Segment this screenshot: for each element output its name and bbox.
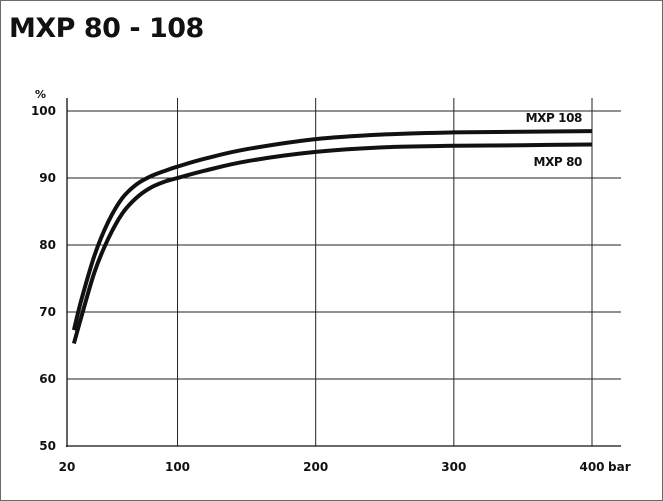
series-label-mxp-108: MXP 108 bbox=[526, 111, 582, 125]
series-label-mxp-80: MXP 80 bbox=[534, 155, 583, 169]
y-tick-label-70: 70 bbox=[39, 305, 56, 319]
x-tick-label-300: 300 bbox=[441, 460, 466, 474]
x-tick-label-100: 100 bbox=[165, 460, 190, 474]
axes bbox=[66, 98, 621, 447]
grid-lines bbox=[67, 98, 621, 446]
y-tick-label-60: 60 bbox=[39, 372, 56, 386]
x-tick-label-400: 400 bbox=[579, 460, 604, 474]
chart-title: MXP 80 - 108 bbox=[9, 13, 204, 44]
x-tick-label-20: 20 bbox=[59, 460, 76, 474]
series-line-mxp-108 bbox=[71, 129, 593, 331]
y-tick-label-80: 80 bbox=[39, 238, 56, 252]
y-tick-label-90: 90 bbox=[39, 171, 56, 185]
y-tick-label-100: 100 bbox=[31, 104, 56, 118]
x-tick-label-200: 200 bbox=[303, 460, 328, 474]
y-tick-label-50: 50 bbox=[39, 439, 56, 453]
x-unit-label: bar bbox=[608, 460, 631, 474]
series-lines bbox=[71, 129, 593, 345]
series-line-mxp-80 bbox=[71, 142, 593, 345]
y-unit-label: % bbox=[35, 88, 46, 101]
